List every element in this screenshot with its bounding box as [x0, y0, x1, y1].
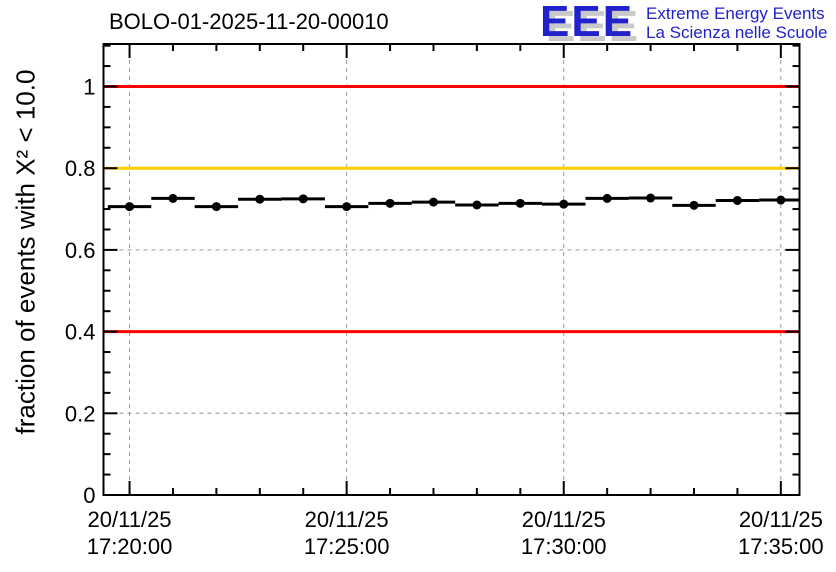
x-tick-label-date: 20/11/25 [88, 507, 172, 532]
y-axis-title: fraction of events with X² < 10.0 [10, 69, 41, 435]
data-point [472, 200, 482, 210]
eee-logo-text-line2: La Scienza nelle Scuole [646, 23, 828, 42]
eee-logo: EEE Extreme Energy Events La Scienza nel… [540, 0, 828, 46]
x-tick-label-date: 20/11/25 [522, 507, 606, 532]
data-point [732, 195, 742, 205]
data-point [559, 199, 569, 209]
x-tick-label-date: 20/11/25 [305, 507, 389, 532]
data-point [298, 194, 308, 204]
plot-frame [102, 43, 801, 496]
x-tick-label-time: 17:25:00 [304, 534, 390, 559]
eee-logo-text: Extreme Energy Events La Scienza nelle S… [646, 4, 827, 42]
y-tick-label: 0.2 [65, 401, 96, 426]
data-point [602, 193, 612, 203]
eee-logo-text-line1: Extreme Energy Events [646, 4, 825, 23]
data-point [646, 193, 656, 203]
y-tick-label: 1 [83, 74, 95, 99]
data-point [168, 193, 178, 203]
x-tick-label-time: 17:20:00 [87, 534, 173, 559]
data-point [385, 198, 395, 208]
data-point [515, 198, 525, 208]
data-point [342, 202, 352, 212]
data-point [776, 195, 786, 205]
data-point [255, 194, 265, 204]
data-point [689, 200, 699, 210]
y-tick-label: 0 [83, 483, 95, 508]
x-tick-label-time: 17:30:00 [521, 534, 607, 559]
y-tick-label: 0.8 [65, 156, 96, 181]
x-tick-label-time: 17:35:00 [738, 534, 824, 559]
data-point [211, 202, 221, 212]
y-tick-label: 0.6 [65, 238, 96, 263]
data-point [428, 197, 438, 207]
data-point [125, 202, 135, 212]
plot-title: BOLO-01-2025-11-20-00010 [109, 9, 389, 34]
eee-logo-letters: EEE [540, 0, 635, 46]
y-tick-label: 0.4 [65, 320, 96, 345]
x-tick-label-date: 20/11/25 [739, 507, 823, 532]
